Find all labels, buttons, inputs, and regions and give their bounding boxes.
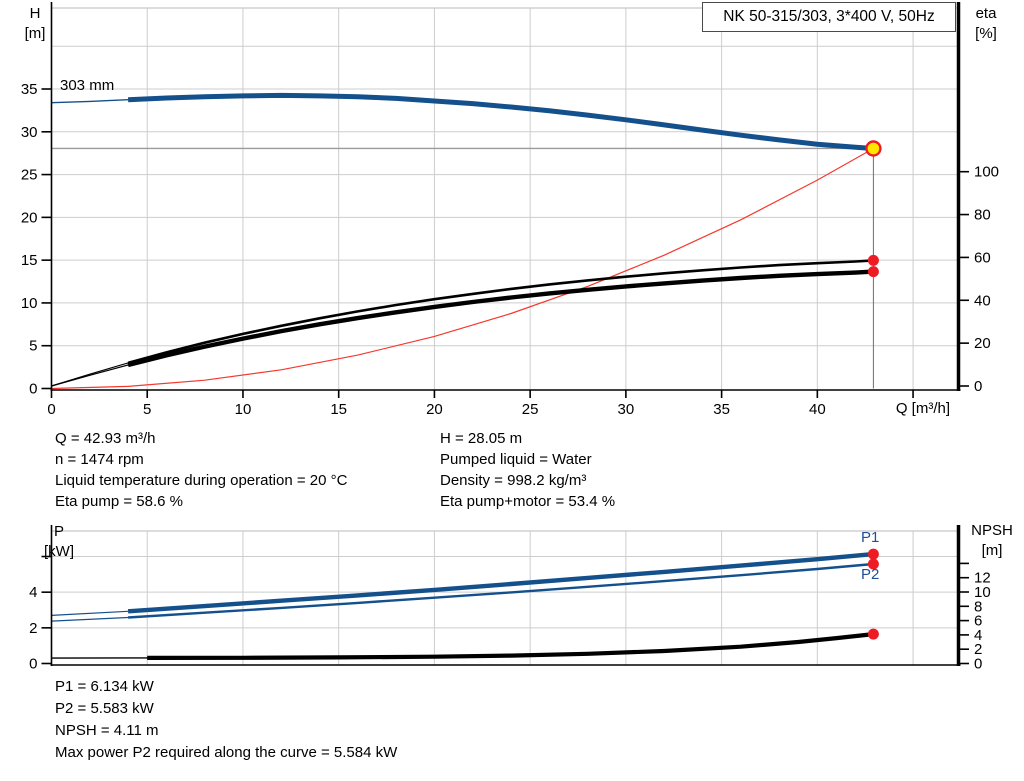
y-left-tick-label: 4 bbox=[29, 584, 37, 601]
h-axis-label: H [m] bbox=[16, 4, 54, 44]
y-right-tick-label: 8 bbox=[974, 598, 982, 615]
duty-point-marker bbox=[865, 140, 882, 157]
y-left-tick-label: 0 bbox=[29, 381, 37, 398]
y-right-tick-label: 100 bbox=[974, 164, 999, 181]
x-tick-label: 30 bbox=[618, 401, 635, 418]
y-right-tick-label: 20 bbox=[974, 335, 991, 352]
operating-data-left: Q = 42.93 m³/h n = 1474 rpm Liquid tempe… bbox=[55, 430, 347, 514]
system-curve-thin bbox=[51, 147, 874, 390]
y-left-tick-label: 20 bbox=[21, 209, 38, 226]
npsh-curve bbox=[147, 632, 874, 660]
pump-title-box: NK 50-315/303, 3*400 V, 50Hz bbox=[702, 2, 956, 32]
eta-pump-motor-endpoint bbox=[867, 266, 879, 278]
eta-pump-curve bbox=[127, 259, 874, 365]
eta-pump-motor-curve-thin bbox=[51, 271, 874, 387]
y-right-tick-label: 0 bbox=[974, 656, 982, 673]
y-left-tick-label: 15 bbox=[21, 252, 38, 269]
impeller-diameter-label: 303 mm bbox=[60, 77, 115, 94]
info-line-eta-pump: Eta pump = 58.6 % bbox=[55, 493, 183, 510]
info-line-temperature: Liquid temperature during operation = 20… bbox=[55, 472, 348, 489]
info-line-liquid: Pumped liquid = Water bbox=[440, 451, 592, 468]
p1-curve-label: P1 bbox=[861, 529, 880, 546]
info-line-npsh: NPSH = 4.11 m bbox=[55, 722, 159, 739]
x-tick-label: 25 bbox=[522, 401, 539, 418]
y-left-tick-label: 0 bbox=[29, 656, 37, 673]
info-line-flow: Q = 42.93 m³/h bbox=[55, 430, 156, 447]
info-line-speed: n = 1474 rpm bbox=[55, 451, 144, 468]
npsh-axis-label: NPSH [m] bbox=[962, 521, 1022, 561]
x-tick-label: 5 bbox=[143, 401, 151, 418]
eta-pump-motor-curve bbox=[127, 269, 874, 368]
x-tick-label: 40 bbox=[809, 401, 826, 418]
h-axis-symbol: H bbox=[29, 5, 41, 22]
npsh-axis-symbol: NPSH bbox=[971, 522, 1013, 539]
p2-curve bbox=[128, 562, 874, 619]
y-right-tick-label: 2 bbox=[974, 641, 982, 658]
npsh-endpoint bbox=[867, 628, 879, 640]
eta-axis-label: eta [%] bbox=[964, 4, 1008, 44]
eta-axis-unit: [%] bbox=[975, 25, 997, 42]
y-right-tick-label: 40 bbox=[974, 292, 991, 309]
eta-axis-symbol: eta bbox=[975, 5, 997, 22]
qh-chart: 0 5 10 15 20 25 30 35 0 20 40 60 80 100 0 5 10 15 20 25 30 35… bbox=[21, 2, 999, 418]
y-right-tick-label: 80 bbox=[974, 207, 991, 224]
result-data: P1 = 6.134 kW P2 = 5.583 kW NPSH = 4.11 … bbox=[55, 678, 397, 766]
p1-endpoint bbox=[867, 548, 879, 560]
p-axis-label: P [kW] bbox=[33, 522, 85, 562]
y-left-tick-label: 10 bbox=[21, 295, 38, 312]
y-left-tick-label: 5 bbox=[29, 338, 37, 355]
p1-curve bbox=[127, 551, 874, 614]
info-line-eta-pump-motor: Eta pump+motor = 53.4 % bbox=[440, 493, 616, 510]
head-curve bbox=[127, 92, 874, 151]
x-tick-label: 15 bbox=[330, 401, 347, 418]
y-left-tick-label: 2 bbox=[29, 620, 37, 637]
x-tick-label: 10 bbox=[235, 401, 252, 418]
p-axis-symbol: P bbox=[53, 523, 64, 540]
info-line-max-power: Max power P2 required along the curve = … bbox=[55, 744, 398, 761]
y-right-tick-label: 0 bbox=[974, 378, 982, 395]
x-tick-label: 0 bbox=[47, 401, 55, 418]
y-right-tick-label: 6 bbox=[974, 613, 982, 630]
y-right-tick-label: 4 bbox=[974, 627, 982, 644]
eta-pump-endpoint bbox=[867, 254, 879, 266]
info-line-head: H = 28.05 m bbox=[440, 430, 523, 447]
q-axis-label: Q [m³/h] bbox=[895, 400, 950, 417]
info-line-p2: P2 = 5.583 kW bbox=[55, 700, 154, 717]
x-tick-label: 35 bbox=[713, 401, 730, 418]
p2-endpoint bbox=[867, 558, 879, 570]
info-line-p1: P1 = 6.134 kW bbox=[55, 678, 154, 695]
npsh-axis-unit: [m] bbox=[981, 542, 1003, 559]
y-left-tick-label: 35 bbox=[21, 81, 38, 98]
p2-curve-label: P2 bbox=[861, 566, 880, 583]
x-tick-label: 20 bbox=[426, 401, 443, 418]
p-axis-unit: [kW] bbox=[44, 543, 74, 560]
y-right-tick-label: 10 bbox=[974, 584, 991, 601]
y-right-tick-label: 12 bbox=[974, 570, 991, 587]
operating-data-right: H = 28.05 m Pumped liquid = Water Densit… bbox=[440, 430, 615, 514]
info-line-density: Density = 998.2 kg/m³ bbox=[440, 472, 587, 489]
y-left-tick-label: 30 bbox=[21, 124, 38, 141]
y-right-tick-label: 60 bbox=[974, 249, 991, 266]
y-left-tick-label: 25 bbox=[21, 167, 38, 184]
h-axis-unit: [m] bbox=[24, 25, 46, 42]
